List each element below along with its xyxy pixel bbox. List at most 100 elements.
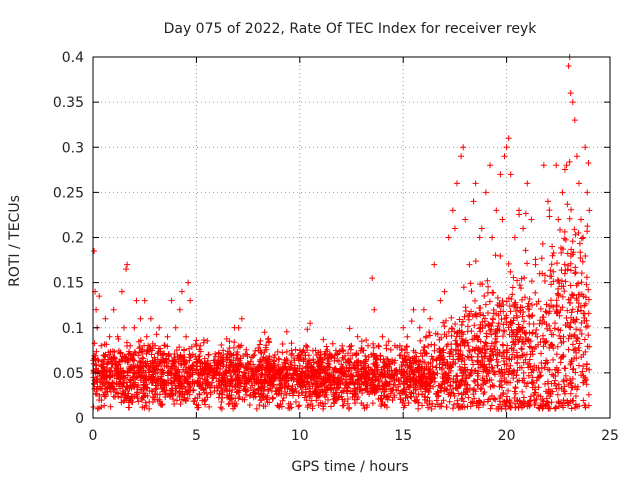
data-point-bulk bbox=[142, 392, 149, 399]
data-point-bulk bbox=[415, 405, 422, 412]
data-point-bulk bbox=[427, 359, 434, 366]
data-point-bulk bbox=[510, 375, 517, 382]
data-point-bulk bbox=[300, 382, 307, 389]
x-tick-label: 25 bbox=[601, 428, 619, 444]
data-point-bulk bbox=[532, 289, 539, 296]
data-point-bulk bbox=[295, 352, 302, 359]
data-point-bulk bbox=[120, 380, 127, 387]
data-point-bulk bbox=[310, 356, 317, 363]
data-point-bulk bbox=[544, 366, 551, 373]
data-point-bulk bbox=[344, 396, 351, 403]
data-point bbox=[499, 216, 506, 223]
data-point-bulk bbox=[301, 370, 308, 377]
data-point-bulk bbox=[125, 390, 132, 397]
data-point-bulk bbox=[433, 397, 440, 404]
data-point-bulk bbox=[407, 357, 414, 364]
data-point-bulk bbox=[204, 337, 211, 344]
data-point-bulk bbox=[126, 350, 133, 357]
data-point-bulk bbox=[307, 388, 314, 395]
data-point-bulk bbox=[149, 379, 156, 386]
data-point-bulk bbox=[461, 313, 468, 320]
data-point-bulk bbox=[226, 344, 233, 351]
data-point-bulk bbox=[550, 268, 557, 275]
data-point-bulk bbox=[455, 390, 462, 397]
data-point bbox=[172, 324, 179, 331]
data-point-bulk bbox=[394, 344, 401, 351]
data-point-bulk bbox=[479, 357, 486, 364]
data-point-bulk bbox=[181, 361, 188, 368]
data-point-bulk bbox=[449, 405, 456, 412]
data-point-bulk bbox=[206, 403, 213, 410]
data-point-bulk bbox=[401, 368, 408, 375]
data-point bbox=[379, 333, 386, 340]
data-point bbox=[476, 234, 483, 241]
data-point-bulk bbox=[126, 367, 133, 374]
data-point-bulk bbox=[349, 388, 356, 395]
data-point-bulk bbox=[278, 403, 285, 410]
data-point-bulk bbox=[283, 348, 290, 355]
data-point-bulk bbox=[496, 398, 503, 405]
data-point-bulk bbox=[567, 267, 574, 274]
data-point-bulk bbox=[569, 366, 576, 373]
data-point-bulk bbox=[520, 369, 527, 376]
data-point-bulk bbox=[494, 294, 501, 301]
data-point-bulk bbox=[419, 378, 426, 385]
data-point-bulk bbox=[447, 382, 454, 389]
data-point-bulk bbox=[404, 349, 411, 356]
data-point-bulk bbox=[484, 309, 491, 316]
data-point-bulk bbox=[541, 364, 548, 371]
data-point-bulk bbox=[448, 363, 455, 370]
data-point-bulk bbox=[340, 348, 347, 355]
data-point-bulk bbox=[531, 401, 538, 408]
data-point-bulk bbox=[503, 398, 510, 405]
data-point-bulk bbox=[512, 385, 519, 392]
data-point-bulk bbox=[477, 281, 484, 288]
data-point-bulk bbox=[552, 373, 559, 380]
data-point-bulk bbox=[481, 293, 488, 300]
data-point-bulk bbox=[153, 331, 160, 338]
data-point-bulk bbox=[570, 365, 577, 372]
data-point-bulk bbox=[526, 360, 533, 367]
data-point-bulk bbox=[565, 262, 572, 269]
data-point-bulk bbox=[399, 359, 406, 366]
data-point-bulk bbox=[400, 378, 407, 385]
data-point-bulk bbox=[556, 332, 563, 339]
data-point-bulk bbox=[245, 374, 252, 381]
data-point-bulk bbox=[266, 353, 273, 360]
data-point-bulk bbox=[224, 354, 231, 361]
data-point-bulk bbox=[577, 303, 584, 310]
data-point-bulk bbox=[380, 359, 387, 366]
data-point-bulk bbox=[560, 386, 567, 393]
data-point-bulk bbox=[452, 346, 459, 353]
data-point-bulk bbox=[557, 359, 564, 366]
data-point-bulk bbox=[480, 368, 487, 375]
data-point-bulk bbox=[117, 385, 124, 392]
data-point bbox=[569, 99, 576, 106]
data-point-bulk bbox=[426, 332, 433, 339]
data-point-bulk bbox=[208, 383, 215, 390]
data-point-bulk bbox=[579, 258, 586, 265]
data-point-bulk bbox=[485, 283, 492, 290]
data-point-bulk bbox=[250, 369, 257, 376]
data-point-bulk bbox=[467, 403, 474, 410]
data-point-bulk bbox=[171, 374, 178, 381]
data-point bbox=[470, 198, 477, 205]
data-point-bulk bbox=[219, 389, 226, 396]
data-point-bulk bbox=[578, 279, 585, 286]
data-point-bulk bbox=[279, 341, 286, 348]
data-point-bulk bbox=[262, 357, 269, 364]
data-point-bulk bbox=[361, 363, 368, 370]
y-axis-label: ROTI / TECUs bbox=[7, 195, 23, 287]
data-point-bulk bbox=[421, 359, 428, 366]
data-point-bulk bbox=[418, 374, 425, 381]
data-point-bulk bbox=[193, 363, 200, 370]
tick-labels: 0 5 10 15 20 25 0 0.05 0.1 0.15 0.2 0.25 0.3 0.35 0.4 bbox=[53, 50, 619, 444]
data-point-bulk bbox=[346, 404, 353, 411]
data-point-bulk bbox=[535, 364, 542, 371]
data-point-bulk bbox=[339, 402, 346, 409]
data-point-bulk bbox=[159, 401, 166, 408]
data-point-bulk bbox=[468, 288, 475, 295]
data-point bbox=[307, 320, 314, 327]
data-point-bulk bbox=[459, 352, 466, 359]
data-point-bulk bbox=[471, 322, 478, 329]
